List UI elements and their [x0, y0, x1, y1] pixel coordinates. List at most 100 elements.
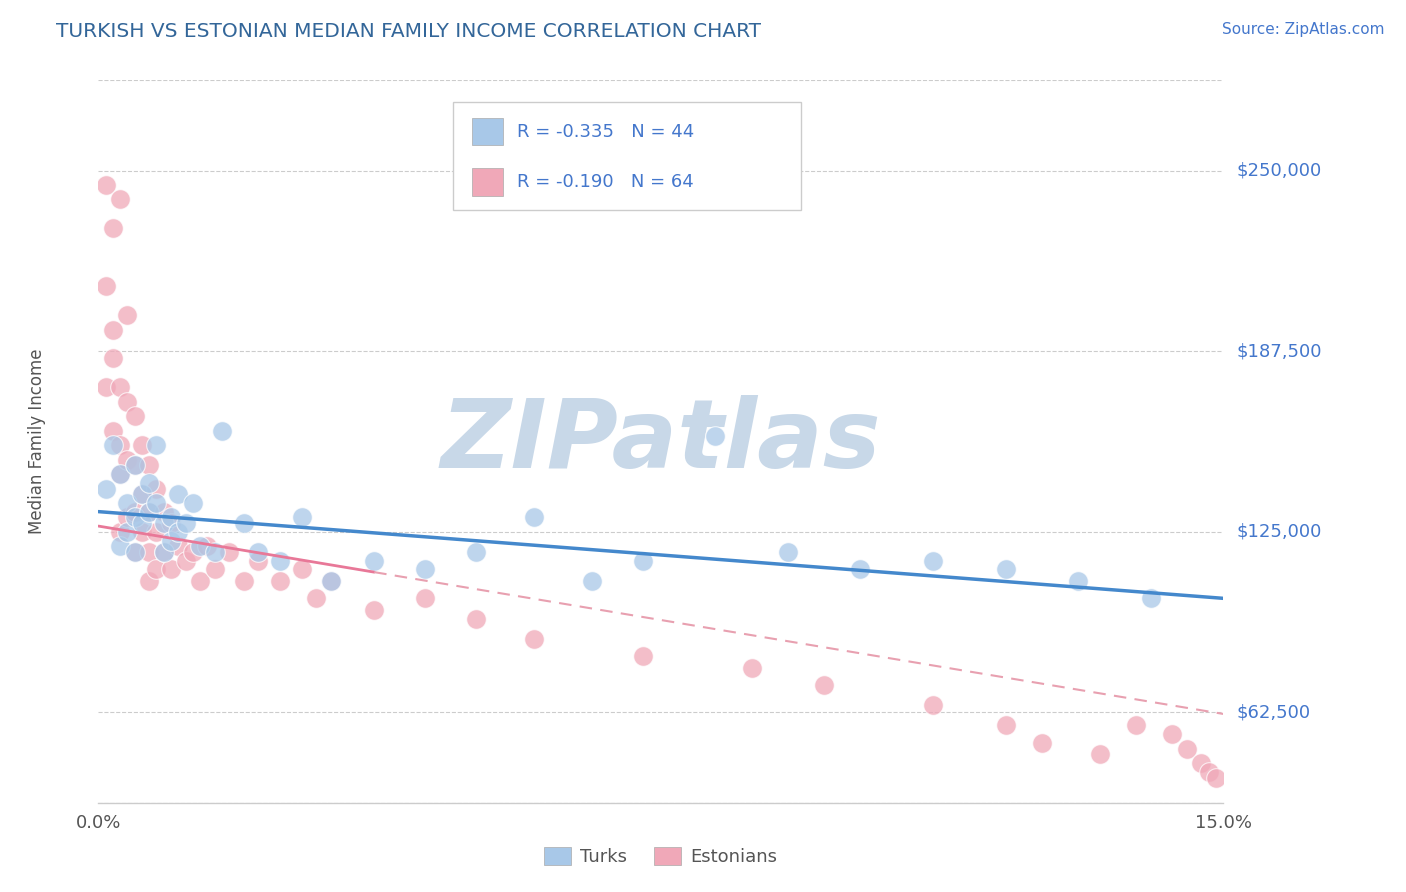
Point [204, 545, 226, 559]
Point [174, 516, 197, 531]
Point [131, 487, 153, 501]
Point [188, 539, 211, 553]
Point [247, 545, 270, 559]
Point [1031, 736, 1053, 750]
Point [631, 649, 654, 664]
Point [108, 524, 131, 539]
Point [152, 516, 174, 531]
Point [124, 510, 146, 524]
Point [108, 193, 131, 207]
Point [363, 554, 385, 568]
Point [174, 554, 197, 568]
Point [160, 533, 183, 548]
Point [138, 475, 160, 490]
Point [124, 458, 146, 473]
Point [218, 545, 240, 559]
Point [291, 562, 314, 576]
Point [464, 545, 486, 559]
Text: R = -0.335   N = 44: R = -0.335 N = 44 [517, 122, 695, 141]
Point [813, 678, 835, 692]
Point [117, 452, 139, 467]
Point [101, 221, 124, 235]
Point [211, 424, 233, 438]
FancyBboxPatch shape [472, 169, 503, 196]
Point [124, 458, 146, 473]
Point [131, 524, 153, 539]
Point [94, 279, 117, 293]
Text: Source: ZipAtlas.com: Source: ZipAtlas.com [1222, 22, 1385, 37]
Text: $125,000: $125,000 [1237, 523, 1322, 541]
Point [145, 496, 167, 510]
Point [117, 496, 139, 510]
Point [152, 545, 174, 559]
Point [160, 562, 183, 576]
Point [145, 562, 167, 576]
Point [101, 322, 124, 336]
Point [291, 510, 314, 524]
Text: $62,500: $62,500 [1237, 704, 1310, 722]
Point [138, 505, 160, 519]
Point [581, 574, 603, 588]
Point [994, 562, 1017, 576]
FancyBboxPatch shape [453, 102, 801, 211]
Point [1125, 718, 1147, 732]
Point [167, 524, 190, 539]
Point [101, 424, 124, 438]
Point [631, 554, 654, 568]
Point [138, 505, 160, 519]
Text: Median Family Income: Median Family Income [28, 349, 45, 534]
Point [160, 510, 183, 524]
Point [131, 516, 153, 531]
Text: R = -0.190   N = 64: R = -0.190 N = 64 [517, 173, 693, 191]
Point [247, 554, 270, 568]
Point [167, 487, 190, 501]
Point [319, 574, 342, 588]
Point [464, 611, 486, 625]
Legend: Turks, Estonians: Turks, Estonians [537, 839, 785, 873]
Point [167, 539, 190, 553]
Text: $250,000: $250,000 [1237, 161, 1322, 179]
Point [108, 467, 131, 481]
Point [319, 574, 342, 588]
Point [145, 482, 167, 496]
Text: ZIPatlas: ZIPatlas [440, 395, 882, 488]
Point [124, 545, 146, 559]
Point [849, 562, 872, 576]
Point [138, 545, 160, 559]
Point [94, 482, 117, 496]
Point [1139, 591, 1161, 606]
Point [131, 487, 153, 501]
Point [181, 496, 204, 510]
Point [741, 661, 763, 675]
Point [117, 510, 139, 524]
Point [101, 438, 124, 452]
Point [124, 545, 146, 559]
Point [1198, 764, 1220, 779]
Point [269, 554, 291, 568]
FancyBboxPatch shape [472, 118, 503, 145]
Text: TURKISH VS ESTONIAN MEDIAN FAMILY INCOME CORRELATION CHART: TURKISH VS ESTONIAN MEDIAN FAMILY INCOME… [56, 22, 761, 41]
Text: $187,500: $187,500 [1237, 343, 1322, 360]
Point [117, 308, 139, 322]
Point [305, 591, 328, 606]
Point [1191, 756, 1213, 770]
Point [108, 380, 131, 394]
Point [1205, 771, 1227, 785]
Point [523, 510, 546, 524]
Point [232, 516, 254, 531]
Point [152, 505, 174, 519]
Point [101, 351, 124, 366]
Point [108, 438, 131, 452]
Point [195, 539, 218, 553]
Point [204, 562, 226, 576]
Point [138, 458, 160, 473]
Point [160, 516, 183, 531]
Point [413, 562, 436, 576]
Point [776, 545, 799, 559]
Point [994, 718, 1017, 732]
Point [145, 524, 167, 539]
Point [1161, 727, 1184, 741]
Point [117, 394, 139, 409]
Point [131, 438, 153, 452]
Point [232, 574, 254, 588]
